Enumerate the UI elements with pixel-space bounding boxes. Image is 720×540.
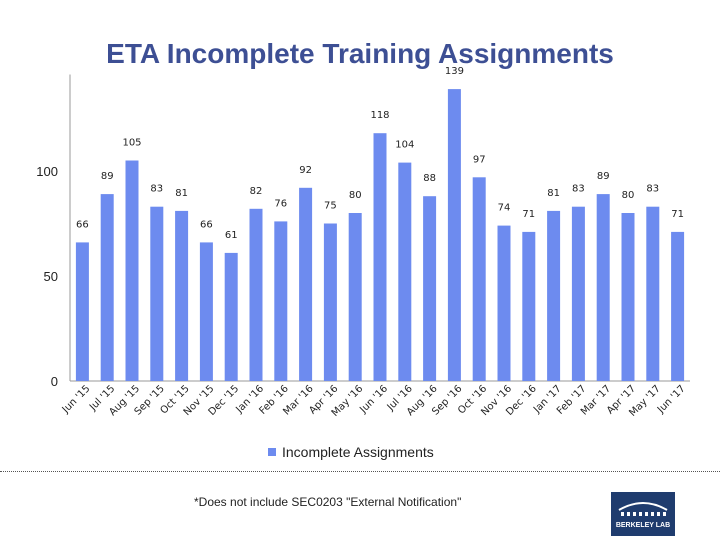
bar (522, 231, 536, 381)
bar (75, 242, 89, 381)
bar (646, 206, 660, 381)
y-tick-label: 100 (36, 164, 58, 179)
chart-title: ETA Incomplete Training Assignments (106, 38, 614, 69)
bar (150, 206, 164, 381)
bar (447, 89, 461, 381)
bar (249, 208, 263, 381)
data-label: 89 (101, 171, 114, 182)
legend-swatch (268, 448, 276, 456)
logo-text: BERKELEY LAB (615, 522, 671, 529)
bar (621, 213, 635, 381)
data-label: 81 (547, 188, 560, 199)
data-label: 139 (445, 66, 464, 77)
footnote: *Does not include SEC0203 "External Noti… (194, 495, 462, 509)
bar (423, 196, 437, 381)
data-label: 83 (572, 184, 585, 195)
data-label: 97 (473, 154, 486, 165)
data-label: 105 (122, 138, 141, 149)
legend: Incomplete Assignments (268, 444, 434, 460)
y-tick-label: 50 (44, 269, 58, 284)
data-label: 82 (250, 186, 263, 197)
data-label: 89 (597, 171, 610, 182)
bar (199, 242, 213, 381)
bar (497, 225, 511, 381)
bar (175, 210, 189, 381)
data-label: 83 (646, 184, 659, 195)
bar (571, 206, 585, 381)
data-label: 88 (423, 173, 436, 184)
data-label: 118 (370, 110, 389, 121)
data-label: 104 (395, 140, 414, 151)
data-label: 83 (150, 184, 163, 195)
data-label: 81 (175, 188, 188, 199)
x-tick-label: Jun '15 (60, 383, 93, 416)
data-label: 80 (622, 190, 635, 201)
bar (299, 187, 313, 381)
legend-label: Incomplete Assignments (282, 444, 434, 460)
bar (472, 177, 486, 381)
data-label: 61 (225, 230, 238, 241)
bar (274, 221, 288, 381)
data-label: 66 (76, 219, 89, 230)
data-label: 75 (324, 201, 337, 212)
bar (348, 213, 362, 381)
bar (125, 160, 139, 381)
data-label: 74 (498, 203, 511, 214)
data-label: 92 (299, 165, 312, 176)
y-tick-label: 0 (51, 374, 58, 389)
bar (671, 231, 685, 381)
bar (100, 194, 114, 381)
data-label: 66 (200, 219, 213, 230)
bar (323, 223, 337, 381)
data-label: 71 (522, 209, 535, 220)
bar (547, 210, 561, 381)
data-label: 80 (349, 190, 362, 201)
divider (0, 471, 720, 472)
data-label: 71 (671, 209, 684, 220)
bar (224, 252, 238, 381)
berkeley-lab-logo: BERKELEY LAB (611, 492, 675, 536)
bar (373, 133, 387, 381)
bar (398, 162, 412, 381)
bar (596, 194, 610, 381)
data-label: 76 (274, 198, 287, 209)
